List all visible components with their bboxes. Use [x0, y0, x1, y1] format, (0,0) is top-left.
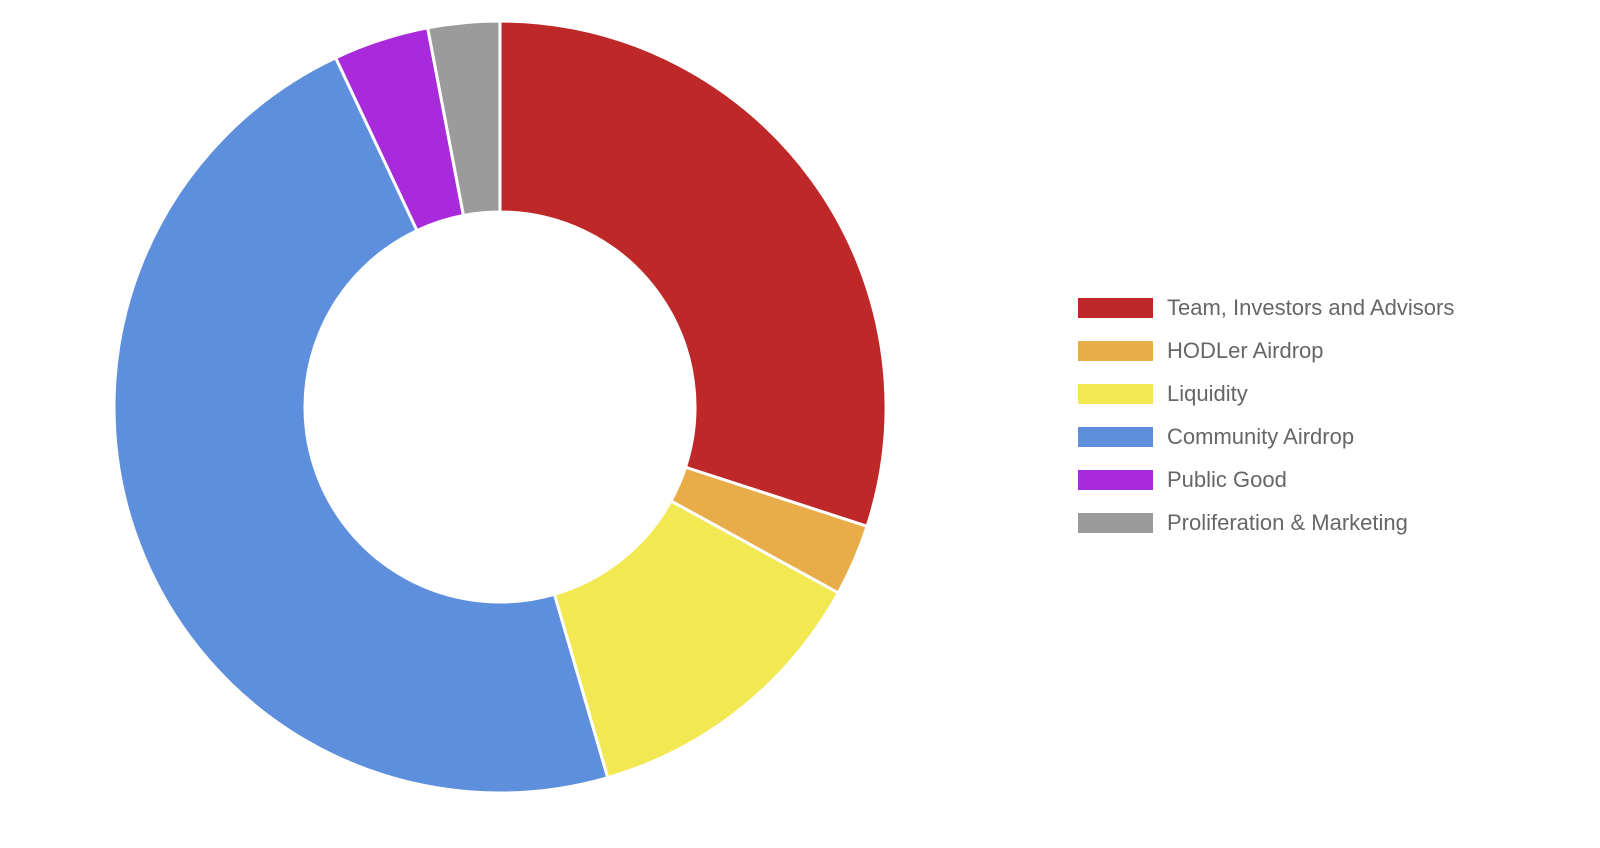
legend-swatch	[1078, 383, 1153, 404]
legend-item[interactable]: Community Airdrop	[1078, 415, 1454, 458]
slice-proliferation-marketing[interactable]	[425, 19, 502, 218]
legend-swatch	[1078, 340, 1153, 361]
legend-item[interactable]: Public Good	[1078, 458, 1454, 501]
slice-liquidity[interactable]	[552, 498, 841, 780]
legend-label: Public Good	[1167, 466, 1287, 492]
legend-label: Team, Investors and Advisors	[1167, 294, 1455, 320]
legend-item[interactable]: Liquidity	[1078, 372, 1454, 415]
legend-item[interactable]: HODLer Airdrop	[1078, 329, 1454, 372]
doughnut-chart	[112, 19, 888, 795]
legend-item[interactable]: Proliferation & Marketing	[1078, 501, 1454, 544]
legend-label: Proliferation & Marketing	[1167, 509, 1408, 535]
legend-swatch	[1078, 512, 1153, 533]
legend-swatch	[1078, 426, 1153, 447]
legend-label: HODLer Airdrop	[1167, 337, 1324, 363]
legend-label: Community Airdrop	[1167, 423, 1355, 449]
legend-swatch	[1078, 297, 1153, 318]
slice-team-investors-and-advisors[interactable]	[498, 19, 888, 529]
legend-label: Liquidity	[1167, 380, 1248, 406]
legend-swatch	[1078, 469, 1153, 490]
legend: Team, Investors and Advisors HODLer Airdr…	[1078, 286, 1454, 544]
slice-community-airdrop[interactable]	[112, 55, 610, 795]
legend-item[interactable]: Team, Investors and Advisors	[1078, 286, 1454, 329]
